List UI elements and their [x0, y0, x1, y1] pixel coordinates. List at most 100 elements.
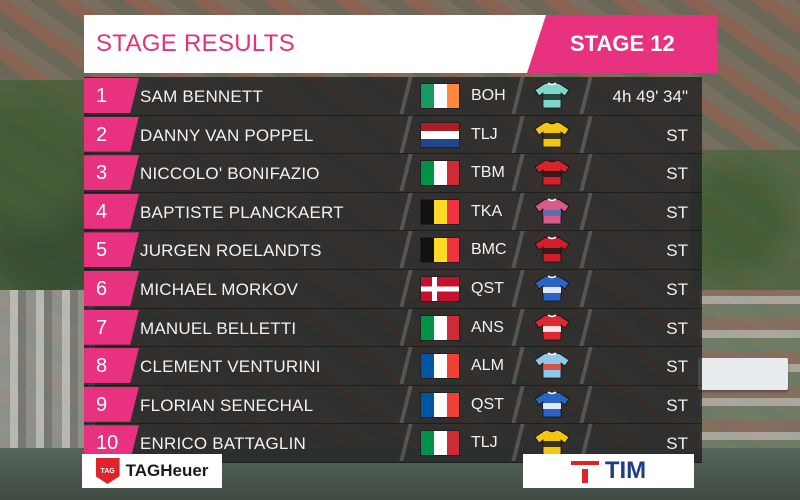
- rank-badge: [84, 270, 139, 306]
- ireland-flag-icon: [421, 84, 459, 108]
- rank-badge: [84, 309, 139, 345]
- column-separator: [399, 77, 413, 114]
- result-row: 9 FLORIAN SENECHAL QST ST: [84, 385, 702, 425]
- tbm-jersey-icon: [534, 159, 570, 186]
- header-stage-panel: [527, 15, 717, 73]
- result-row: 7 MANUEL BELLETTI ANS ST: [84, 308, 702, 348]
- background-tent: [698, 358, 788, 390]
- column-separator: [579, 154, 593, 192]
- rider-name: ENRICO BATTAGLIN: [140, 434, 306, 454]
- bmc-jersey-icon: [534, 236, 570, 263]
- result-row: 2 DANNY VAN POPPEL TLJ ST: [84, 115, 702, 155]
- finish-time: ST: [666, 279, 688, 299]
- column-separator: [511, 347, 525, 385]
- column-separator: [511, 154, 525, 192]
- rank-number: 7: [96, 316, 108, 339]
- finish-time: ST: [666, 434, 688, 454]
- page-title: STAGE RESULTS: [96, 30, 296, 57]
- finish-time: ST: [666, 318, 688, 338]
- background-trees-right: [690, 150, 800, 290]
- rank-badge: [84, 193, 139, 229]
- finish-time: 4h 49' 34": [612, 87, 688, 106]
- team-code: TBM: [471, 164, 505, 182]
- column-separator: [511, 269, 525, 307]
- sponsor-tim: TIM: [523, 454, 694, 488]
- column-separator: [399, 424, 413, 462]
- column-separator: [579, 308, 593, 346]
- finish-time: ST: [666, 164, 688, 184]
- rider-name: SAM BENNETT: [140, 87, 264, 106]
- team-code: TLJ: [471, 434, 498, 452]
- rider-name: MICHAEL MORKOV: [140, 279, 299, 299]
- column-separator: [399, 231, 413, 269]
- finish-time: ST: [666, 357, 688, 377]
- column-separator: [399, 385, 413, 423]
- rank-number: 6: [96, 277, 108, 300]
- boh-jersey-icon: [534, 82, 570, 109]
- rank-number: 1: [96, 85, 108, 107]
- team-code: QST: [471, 395, 504, 413]
- rank-number: 8: [96, 355, 108, 378]
- rank-number: 4: [96, 200, 108, 223]
- column-separator: [399, 154, 413, 192]
- italy-flag-icon: [421, 315, 459, 340]
- column-separator: [511, 308, 525, 346]
- rider-name: CLEMENT VENTURINI: [140, 357, 321, 377]
- netherlands-flag-icon: [421, 122, 459, 147]
- qst-jersey-icon: [534, 275, 570, 302]
- column-separator: [579, 115, 593, 153]
- result-row: 3 NICCOLO' BONIFAZIO TBM ST: [84, 154, 702, 193]
- belgium-flag-icon: [421, 238, 459, 263]
- team-code: BMC: [471, 241, 507, 259]
- results-table: 1 SAM BENNETT BOH 4h 49' 34" 2 DANNY VAN POPP…: [84, 77, 702, 463]
- italy-flag-icon: [421, 161, 459, 186]
- header-title-panel: [84, 15, 554, 73]
- tag-heuer-badge: TAG: [100, 467, 115, 475]
- sponsor-tag-heuer: TAG TAGHeuer: [82, 454, 222, 488]
- ans-jersey-icon: [534, 313, 570, 341]
- rank-number: 9: [96, 393, 108, 416]
- column-separator: [579, 192, 593, 230]
- rank-number: 3: [96, 162, 108, 185]
- tim-logo-icon: [570, 459, 599, 483]
- column-separator: [399, 269, 413, 307]
- rider-name: BAPTISTE PLANCKAERT: [140, 202, 344, 222]
- column-separator: [511, 231, 525, 269]
- result-row: 6 MICHAEL MORKOV QST ST: [84, 269, 702, 309]
- rank-number: 2: [96, 123, 108, 146]
- rider-name: JURGEN ROELANDTS: [140, 241, 322, 261]
- alm-jersey-icon: [534, 352, 570, 379]
- column-separator: [579, 77, 593, 114]
- background-trees-left: [0, 80, 90, 290]
- italy-flag-icon: [421, 431, 459, 456]
- tag-heuer-logo-icon: TAG: [95, 458, 120, 484]
- rank-badge: [84, 116, 139, 152]
- rank-badge: [84, 348, 139, 384]
- tlj-jersey-icon: [534, 120, 570, 148]
- tlj-jersey-icon: [534, 429, 570, 456]
- column-separator: [511, 77, 525, 114]
- france-flag-icon: [421, 354, 459, 379]
- column-separator: [399, 308, 413, 346]
- rider-name: NICCOLO' BONIFAZIO: [140, 164, 320, 184]
- stage-label: STAGE 12: [570, 31, 675, 56]
- rank-number: 5: [96, 239, 108, 262]
- tka-jersey-icon: [534, 198, 570, 225]
- finish-time: ST: [666, 125, 688, 145]
- finish-time: ST: [666, 395, 688, 415]
- column-separator: [511, 385, 525, 423]
- column-separator: [579, 347, 593, 385]
- result-row: 5 JURGEN ROELANDTS BMC ST: [84, 231, 702, 270]
- rank-badge: [84, 155, 139, 191]
- rank-badge: [84, 232, 139, 268]
- result-row: 8 CLEMENT VENTURINI ALM ST: [84, 347, 702, 386]
- column-separator: [399, 115, 413, 153]
- column-separator: [579, 231, 593, 269]
- column-separator: [399, 192, 413, 230]
- belgium-flag-icon: [421, 199, 459, 224]
- denmark-flag-icon: [421, 276, 459, 301]
- finish-time: ST: [666, 241, 688, 261]
- rank-badge: [84, 78, 139, 113]
- team-code: TLJ: [471, 125, 498, 143]
- column-separator: [511, 115, 525, 153]
